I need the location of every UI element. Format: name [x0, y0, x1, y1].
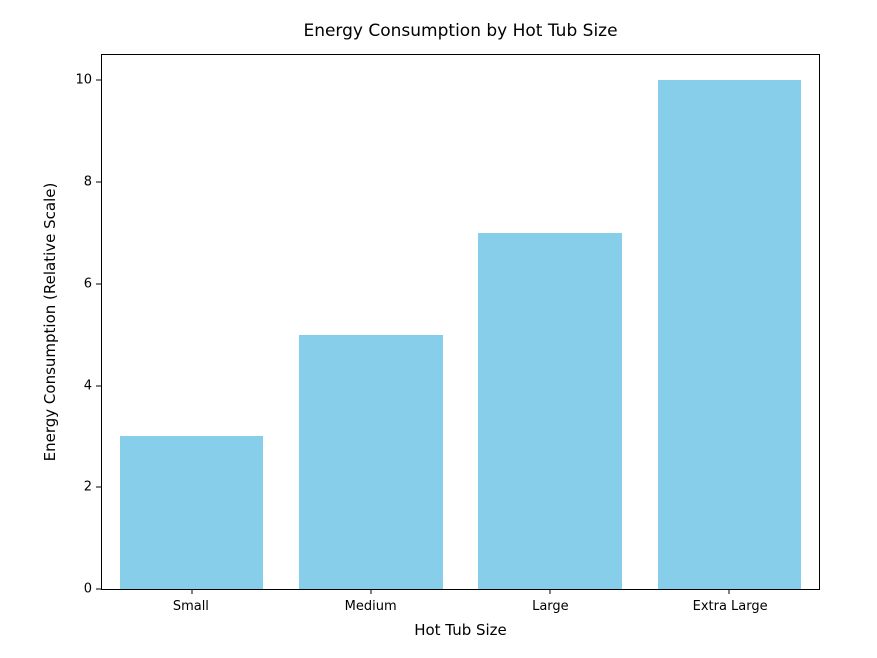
- x-tick-label-large: Large: [532, 599, 569, 614]
- bar-slot-medium: [281, 55, 460, 589]
- y-tick-8: [96, 181, 102, 183]
- y-tick-label-2: 2: [83, 479, 92, 495]
- bar-medium: [299, 334, 443, 589]
- x-tick-small: [191, 589, 193, 594]
- plot-area: 0 2 4 6 8 10: [75, 54, 820, 596]
- bar-slot-large: [461, 55, 640, 589]
- y-tick-6: [96, 283, 102, 285]
- x-tick-label-small: Small: [172, 599, 209, 614]
- x-tick-label-extra-large: Extra Large: [692, 599, 768, 614]
- x-axis-label: Hot Tub Size: [414, 621, 507, 639]
- bar-slot-small: [102, 55, 281, 589]
- x-tick-labels-row: Small Medium Large Extra Large: [101, 599, 820, 614]
- y-tick-label-0: 0: [83, 581, 92, 597]
- y-tick-0: [96, 588, 102, 590]
- y-tick-2: [96, 486, 102, 488]
- bar-large: [478, 233, 622, 589]
- bar-extra-large: [657, 80, 802, 589]
- x-tick-label-medium: Medium: [344, 599, 397, 614]
- y-tick-10: [96, 79, 102, 81]
- chart-title: Energy Consumption by Hot Tub Size: [303, 21, 618, 41]
- x-tick-extra-large: [728, 589, 730, 594]
- y-tick-label-4: 4: [83, 378, 92, 394]
- bar-small: [119, 436, 264, 589]
- bar-slot-extra-large: [640, 55, 819, 589]
- x-tick-medium: [370, 589, 372, 594]
- y-tick-4: [96, 385, 102, 387]
- bars-container: [102, 55, 819, 589]
- y-tick-label-6: 6: [83, 276, 92, 292]
- x-tick-large: [549, 589, 551, 594]
- y-axis-label: Energy Consumption (Relative Scale): [41, 182, 59, 462]
- y-tick-label-10: 10: [75, 72, 92, 88]
- y-tick-label-8: 8: [83, 174, 92, 190]
